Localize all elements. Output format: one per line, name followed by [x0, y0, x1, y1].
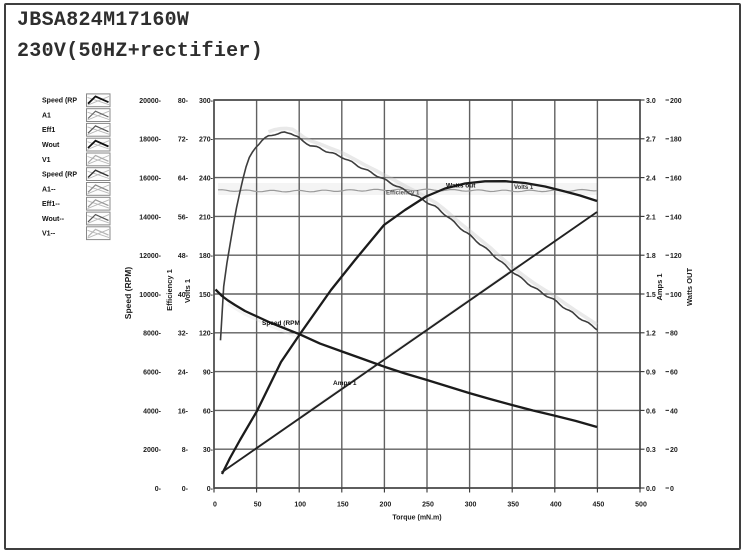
svg-text:0: 0	[213, 502, 217, 509]
svg-text:72-: 72-	[178, 137, 189, 144]
svg-text:48-: 48-	[178, 253, 189, 260]
svg-text:0-: 0-	[207, 486, 214, 493]
svg-text:270-: 270-	[199, 137, 214, 144]
svg-text:210-: 210-	[199, 214, 214, 221]
svg-text:0.0: 0.0	[646, 486, 656, 493]
svg-text:32-: 32-	[178, 331, 189, 338]
svg-text:120: 120	[670, 253, 682, 260]
svg-text:6000-: 6000-	[143, 370, 162, 377]
svg-text:Amps 1: Amps 1	[333, 380, 357, 387]
svg-text:2.7: 2.7	[646, 137, 656, 144]
svg-text:140: 140	[670, 214, 682, 221]
svg-text:40-: 40-	[178, 292, 189, 299]
svg-text:150-: 150-	[199, 292, 214, 299]
svg-text:16-: 16-	[178, 408, 189, 415]
svg-text:Speed (RP: Speed (RP	[42, 98, 77, 105]
svg-text:8000-: 8000-	[143, 331, 162, 338]
svg-text:56-: 56-	[178, 214, 189, 221]
svg-text:120-: 120-	[199, 331, 214, 338]
svg-text:0: 0	[670, 486, 674, 493]
svg-text:300: 300	[465, 502, 477, 509]
svg-text:64-: 64-	[178, 176, 189, 183]
svg-text:A1: A1	[42, 113, 51, 120]
svg-text:Torque (mN.m): Torque (mN.m)	[392, 515, 441, 522]
svg-text:180: 180	[670, 137, 682, 144]
svg-text:2.1: 2.1	[646, 214, 656, 221]
svg-text:12000-: 12000-	[139, 253, 161, 260]
svg-text:2000-: 2000-	[143, 447, 162, 454]
svg-text:Efficiency 1: Efficiency 1	[386, 191, 420, 197]
svg-text:100: 100	[670, 292, 682, 299]
svg-text:A1--: A1--	[42, 186, 56, 193]
svg-text:16000-: 16000-	[139, 176, 161, 183]
svg-text:0.6: 0.6	[646, 408, 656, 415]
svg-text:100: 100	[294, 502, 306, 509]
svg-text:60-: 60-	[203, 408, 214, 415]
svg-text:2.4: 2.4	[646, 176, 656, 183]
svg-text:Efficiency 1: Efficiency 1	[165, 269, 174, 311]
svg-text:Wout--: Wout--	[42, 216, 65, 223]
svg-text:1.2: 1.2	[646, 331, 656, 338]
svg-text:Wout: Wout	[42, 142, 60, 149]
svg-text:Eff1: Eff1	[42, 127, 55, 134]
svg-text:240-: 240-	[199, 176, 214, 183]
svg-text:200: 200	[670, 98, 682, 105]
svg-text:400: 400	[550, 502, 562, 509]
svg-text:14000-: 14000-	[139, 214, 161, 221]
svg-text:Volts 1: Volts 1	[183, 279, 192, 303]
svg-text:0.9: 0.9	[646, 370, 656, 377]
svg-text:0-: 0-	[155, 486, 162, 493]
svg-text:V1--: V1--	[42, 231, 56, 238]
svg-text:350: 350	[507, 502, 519, 509]
svg-text:Volts 1: Volts 1	[514, 185, 534, 191]
svg-text:200: 200	[380, 502, 392, 509]
svg-text:10000-: 10000-	[139, 292, 161, 299]
svg-text:450: 450	[593, 502, 605, 509]
svg-text:80-: 80-	[178, 98, 189, 105]
svg-text:4000-: 4000-	[143, 408, 162, 415]
svg-text:180-: 180-	[199, 253, 214, 260]
svg-text:18000-: 18000-	[139, 137, 161, 144]
svg-text:V1: V1	[42, 157, 51, 164]
svg-text:30-: 30-	[203, 447, 214, 454]
svg-text:0-: 0-	[182, 486, 189, 493]
svg-text:1.5: 1.5	[646, 292, 656, 299]
svg-text:8-: 8-	[182, 447, 189, 454]
svg-text:3.0: 3.0	[646, 98, 656, 105]
svg-text:250: 250	[422, 502, 434, 509]
svg-text:1.8: 1.8	[646, 253, 656, 260]
svg-text:160: 160	[670, 176, 682, 183]
svg-text:90-: 90-	[203, 370, 214, 377]
svg-text:24-: 24-	[178, 370, 189, 377]
svg-text:20: 20	[670, 447, 678, 454]
svg-text:Speed (RPM): Speed (RPM)	[123, 267, 133, 320]
svg-text:20000-: 20000-	[139, 98, 161, 105]
svg-text:Watts OUT: Watts OUT	[685, 268, 694, 306]
svg-text:Speed (RP: Speed (RP	[42, 172, 77, 179]
svg-text:300-: 300-	[199, 98, 214, 105]
svg-text:Watts out: Watts out	[446, 183, 476, 190]
svg-text:80: 80	[670, 331, 678, 338]
svg-text:Eff1--: Eff1--	[42, 201, 61, 208]
svg-text:50: 50	[254, 502, 262, 509]
svg-text:0.3: 0.3	[646, 447, 656, 454]
svg-text:60: 60	[670, 370, 678, 377]
svg-text:500: 500	[635, 502, 647, 509]
svg-text:Amps 1: Amps 1	[655, 273, 664, 300]
svg-text:40: 40	[670, 408, 678, 415]
svg-text:Speed (RPM: Speed (RPM	[262, 320, 300, 327]
svg-text:150: 150	[337, 502, 349, 509]
